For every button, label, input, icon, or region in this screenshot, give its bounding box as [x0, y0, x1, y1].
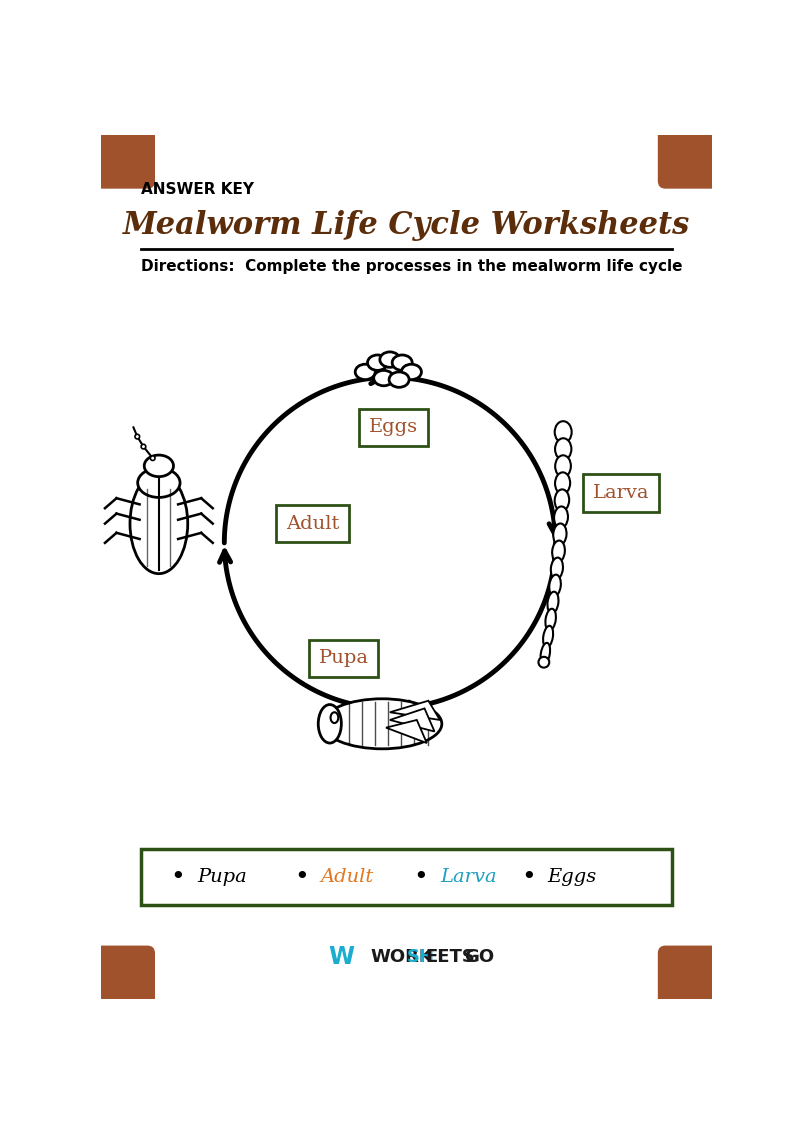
Ellipse shape [551, 558, 563, 579]
Text: W: W [328, 946, 354, 969]
Text: GO: GO [464, 948, 494, 966]
Ellipse shape [323, 699, 442, 749]
FancyBboxPatch shape [71, 946, 155, 1030]
Ellipse shape [555, 438, 572, 460]
Ellipse shape [554, 506, 568, 528]
Text: Pupa: Pupa [319, 649, 369, 667]
Ellipse shape [555, 421, 572, 442]
Text: Pupa: Pupa [197, 868, 247, 886]
Ellipse shape [554, 523, 566, 545]
Ellipse shape [546, 609, 556, 630]
Text: •: • [521, 865, 536, 889]
Circle shape [135, 435, 140, 439]
Ellipse shape [374, 371, 393, 386]
Polygon shape [390, 709, 435, 731]
Text: ANSWER KEY: ANSWER KEY [141, 183, 254, 198]
Text: Larva: Larva [440, 868, 496, 886]
Text: WORK: WORK [370, 948, 433, 966]
Ellipse shape [144, 455, 174, 476]
Text: Adult: Adult [320, 868, 374, 886]
Ellipse shape [367, 355, 388, 371]
Text: Eggs: Eggs [370, 419, 418, 437]
Ellipse shape [538, 657, 550, 667]
Ellipse shape [355, 364, 375, 380]
Circle shape [141, 445, 146, 449]
Text: Directions:  Complete the processes in the mealworm life cycle: Directions: Complete the processes in th… [141, 259, 683, 274]
FancyBboxPatch shape [658, 946, 742, 1030]
Ellipse shape [401, 364, 421, 380]
Ellipse shape [543, 626, 553, 648]
Ellipse shape [318, 704, 341, 743]
FancyBboxPatch shape [141, 849, 672, 905]
Ellipse shape [331, 712, 339, 723]
Text: Larva: Larva [592, 484, 649, 502]
Ellipse shape [380, 351, 400, 367]
Polygon shape [386, 720, 427, 743]
Ellipse shape [555, 455, 571, 477]
Ellipse shape [547, 592, 558, 613]
Text: •: • [413, 865, 428, 889]
Ellipse shape [554, 490, 569, 511]
Ellipse shape [389, 372, 409, 387]
Text: Adult: Adult [286, 514, 339, 532]
Ellipse shape [541, 642, 550, 665]
Text: EETS: EETS [425, 948, 475, 966]
Ellipse shape [552, 540, 565, 563]
Ellipse shape [393, 355, 412, 371]
FancyBboxPatch shape [71, 104, 155, 189]
Text: Mealworm Life Cycle Worksheets: Mealworm Life Cycle Worksheets [122, 210, 690, 241]
Text: •: • [294, 865, 308, 889]
Ellipse shape [138, 468, 180, 497]
Ellipse shape [130, 474, 188, 574]
Text: •: • [170, 865, 186, 889]
Text: Eggs: Eggs [548, 868, 597, 886]
Ellipse shape [550, 575, 561, 596]
Text: SH: SH [407, 948, 435, 966]
FancyBboxPatch shape [658, 104, 742, 189]
Ellipse shape [555, 473, 570, 494]
Circle shape [151, 456, 155, 460]
Polygon shape [390, 701, 440, 720]
